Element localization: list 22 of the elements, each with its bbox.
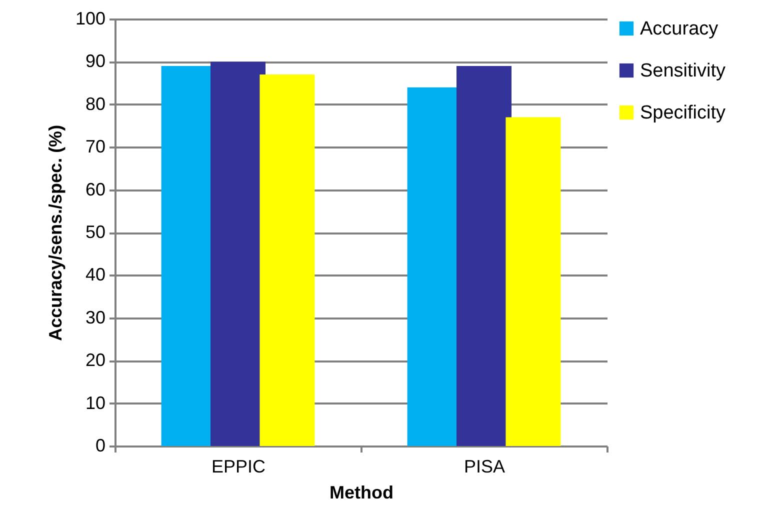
y-tick-label: 100 bbox=[75, 8, 106, 28]
y-tick-label: 80 bbox=[85, 94, 106, 114]
y-tick-label: 20 bbox=[85, 350, 106, 370]
y-tick-label: 50 bbox=[85, 222, 106, 242]
y-tick-label: 70 bbox=[85, 136, 106, 157]
bar bbox=[506, 117, 561, 446]
y-tick-label: 0 bbox=[95, 436, 106, 456]
bar bbox=[260, 74, 315, 446]
y-axis-title: Accuracy/sens./spec. (%) bbox=[45, 124, 66, 342]
legend-label: Sensitivity bbox=[640, 60, 726, 82]
bar bbox=[456, 66, 512, 446]
x-tick-label: EPPIC bbox=[211, 456, 266, 476]
y-tick-label: 60 bbox=[85, 179, 106, 200]
x-axis-title: Method bbox=[330, 482, 394, 502]
y-tick-label: 40 bbox=[85, 264, 106, 285]
y-tick-label: 90 bbox=[85, 51, 106, 72]
legend-label: Accuracy bbox=[640, 18, 719, 40]
bar bbox=[210, 62, 266, 446]
y-tick-label: 10 bbox=[85, 392, 106, 413]
legend-label: Specificity bbox=[640, 102, 726, 124]
x-tick-label: PISA bbox=[464, 456, 506, 476]
y-tick-label: 30 bbox=[85, 307, 106, 328]
